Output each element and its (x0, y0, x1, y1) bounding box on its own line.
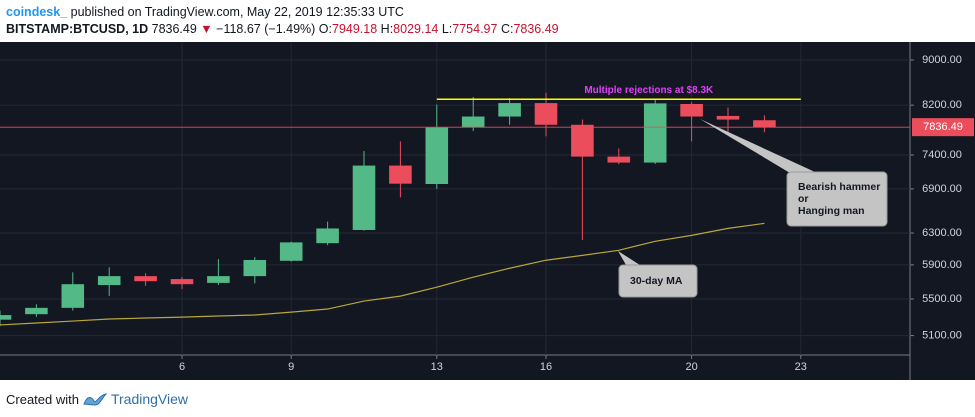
ohlc-value: 7949.18 (332, 22, 378, 36)
last-price: 7836.49 (151, 22, 197, 36)
candle-body (571, 124, 594, 157)
x-tick-label: 9 (288, 361, 294, 373)
candle-body (352, 165, 376, 230)
y-tick-label: 7400.00 (922, 149, 962, 161)
author: coindesk_ (6, 5, 68, 19)
header-line-2: BITSTAMP:BTCUSD, 1D 7836.49 ▼ −118.67 (−… (6, 21, 559, 38)
ohlc-value: 7836.49 (513, 22, 559, 36)
candle-body (97, 276, 121, 286)
ohlc-label: O: (318, 22, 332, 36)
ohlc: O:7949.18 H:8029.14 L:7754.97 C:7836.49 (319, 22, 559, 36)
x-tick-label: 23 (795, 361, 807, 373)
ma-line (0, 222, 765, 326)
candle-body (643, 103, 667, 163)
y-tick-label: 9000.00 (922, 54, 962, 66)
change: −118.67 (−1.49%) (216, 22, 316, 36)
footer-brand: TradingView (110, 391, 189, 407)
candle-body (607, 156, 631, 163)
candle-body (61, 284, 85, 308)
callout-text: Hanging man (798, 205, 865, 217)
ohlc-label: L: (441, 22, 453, 36)
footer: Created with TradingView (6, 391, 188, 407)
candle-body (316, 228, 339, 244)
y-tick-label: 5900.00 (922, 259, 962, 271)
candle-body (170, 279, 194, 285)
callout-pointer (700, 119, 815, 176)
last-price-box (912, 118, 974, 137)
y-tick-label: 6300.00 (922, 227, 962, 239)
symbol: BITSTAMP:BTCUSD, 1D (6, 22, 149, 36)
callout-box (786, 171, 888, 227)
candle-body (134, 276, 157, 282)
marks (0, 92, 910, 327)
title: published on TradingView.com, May 22, 20… (70, 5, 404, 19)
x-tick-label: 16 (540, 361, 552, 373)
candle-body (753, 120, 776, 128)
candle-body (279, 242, 303, 261)
x-tick-label: 6 (179, 361, 185, 373)
last-price-label: 7836.49 (923, 121, 963, 133)
resistance-label: Multiple rejections at $8.3K (584, 85, 714, 96)
ohlc-value: 7754.97 (452, 22, 498, 36)
candle-body (207, 276, 230, 283)
callout-box (618, 264, 698, 298)
candle-body (425, 127, 449, 185)
callout-pointer (618, 251, 640, 265)
logo (83, 393, 107, 406)
ohlc-label: H: (380, 22, 394, 36)
candle-body (461, 116, 485, 128)
callout-text: Bearish hammer (798, 181, 880, 193)
candle-body (498, 103, 521, 117)
candle-body (716, 115, 740, 120)
y-tick-label: 5100.00 (922, 329, 962, 341)
candle-body (25, 307, 48, 315)
x-tick-label: 20 (685, 361, 697, 373)
ohlc-label: C: (500, 22, 514, 36)
candle-body (534, 103, 558, 125)
y-tick-label: 8200.00 (922, 99, 962, 111)
x-tick-label: 13 (431, 361, 443, 373)
candle-body (389, 165, 412, 184)
candle-body (680, 103, 703, 117)
footer-text: Created with (6, 391, 79, 407)
annotations: Multiple rejections at $8.3K Bearish hamm… (436, 85, 888, 298)
down-arrow: ▼ (200, 22, 213, 36)
header: coindesk_ published on TradingView.com, … (6, 4, 559, 38)
candle-body (0, 315, 12, 320)
y-tick-label: 6900.00 (922, 183, 962, 195)
ohlc-value: 8029.14 (393, 22, 439, 36)
header-line-1: coindesk_ published on TradingView.com, … (6, 4, 559, 21)
candle-body (243, 259, 267, 277)
y-tick-label: 5500.00 (922, 293, 962, 305)
callout-text: or (798, 193, 809, 205)
callout-text: 30-day MA (630, 275, 683, 287)
